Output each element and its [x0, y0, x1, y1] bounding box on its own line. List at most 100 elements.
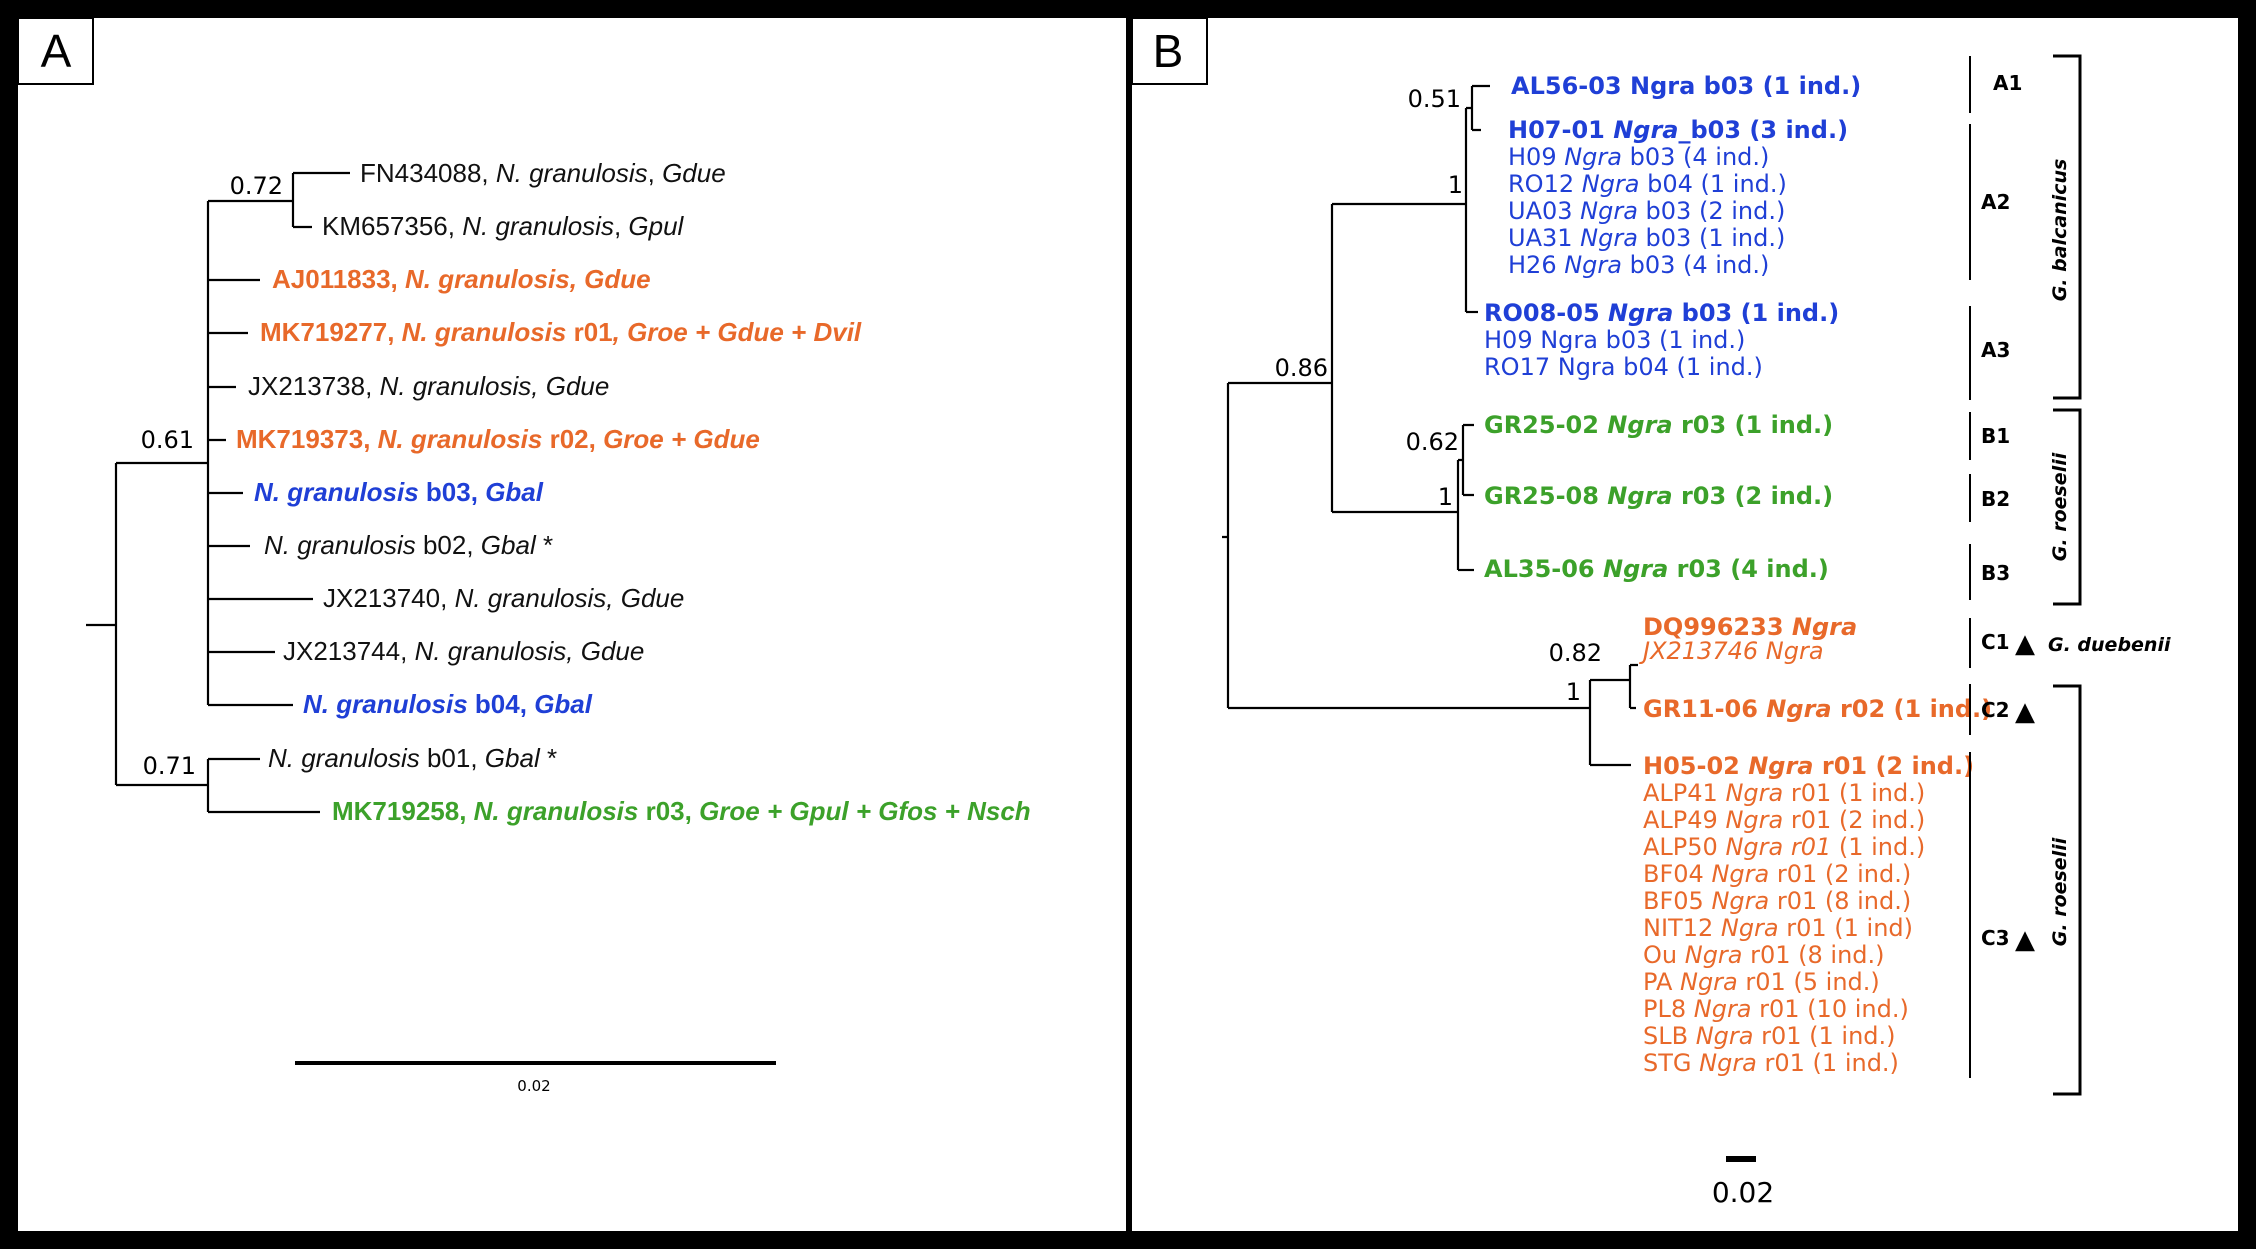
leaf-text-part: N. granulosis: [254, 477, 419, 507]
leaf-text-part: AJ011833,: [272, 264, 405, 294]
leaf-text-part: H07-01: [1508, 116, 1613, 144]
leaf-text-part: N. granulosis: [462, 211, 614, 241]
leaf-text-part: N. granulosis: [264, 530, 416, 560]
panel-b-leaf-20: ALP50 Ngra r01 (1 ind.): [1643, 833, 1925, 861]
panel-a-leaf-4: MK719277, N. granulosis r01, Groe + Gdue…: [260, 317, 862, 347]
leaf-text-part: Ngra: [1607, 482, 1672, 510]
panel-b-leaf-25: PA Ngra r01 (5 ind.): [1643, 968, 1880, 996]
leaf-text-part: b04,: [468, 689, 534, 719]
panel-b-support-1: 0.51: [1408, 85, 1461, 113]
leaf-text-part: H09 Ngra b03 (1 ind.): [1484, 326, 1745, 354]
panel-b-branches: [1222, 84, 1756, 1162]
panel-b-node-051: [1466, 84, 1490, 132]
leaf-text-part: Ngra: [1748, 752, 1813, 780]
leaf-text-part: Gbal: [485, 743, 541, 773]
leaf-text-part: b02,: [416, 530, 481, 560]
leaf-text-part: UA03: [1508, 197, 1580, 225]
panel-a-leaf-1: FN434088, N. granulosis, Gdue: [360, 158, 726, 188]
panel-a-letter: A: [41, 25, 72, 77]
triangle-marker-c2: ▲: [2015, 697, 2035, 727]
panel-b-leaf-24: Ou Ngra r01 (8 ind.): [1643, 941, 1885, 969]
leaf-text-part: r01: [566, 317, 612, 347]
leaf-text-part: Ngra: [1564, 251, 1622, 279]
panel-b-leaf-17: H05-02 Ngra r01 (2 ind.): [1643, 752, 1974, 780]
leaf-text-part: GR25-02: [1484, 411, 1607, 439]
leaf-text-part: r01 (1 ind.): [1757, 1049, 1899, 1077]
leaf-text-part: JX213740,: [323, 583, 455, 613]
panel-b-leaf-4: RO12 Ngra b04 (1 ind.): [1508, 170, 1787, 198]
panel-b-support-6: 0.82: [1549, 639, 1602, 667]
leaf-text-part: UA31: [1508, 224, 1580, 252]
panel-b-leaf-5: UA03 Ngra b03 (2 ind.): [1508, 197, 1785, 225]
leaf-text-part: Ngra: [1711, 860, 1769, 888]
leaf-text-part: Ngra r01: [1725, 833, 1831, 861]
panel-b-leaf-23: NIT12 Ngra r01 (1 ind): [1643, 914, 1913, 942]
panel-b-leaf-28: STG Ngra r01 (1 ind.): [1643, 1049, 1899, 1077]
leaf-text-part: b01,: [420, 743, 485, 773]
triangle-marker-c3: ▲: [2015, 925, 2035, 955]
leaf-text-part: Gbal: [481, 530, 537, 560]
leaf-text-part: RO08-05: [1484, 299, 1608, 327]
panel-b-letter: B: [1153, 25, 1184, 77]
panel-b-support-4: 0.62: [1406, 428, 1459, 456]
leaf-text-part: b04 (1 ind.): [1640, 170, 1787, 198]
leaf-text-part: N. granulosis: [303, 689, 468, 719]
group-label-g-roeselii-c: G. roeselii: [2049, 837, 2071, 946]
leaf-text-part: KM657356,: [322, 211, 462, 241]
leaf-text-part: SLB: [1643, 1022, 1696, 1050]
panel-a-leaf-5: JX213738, N. granulosis, Gdue: [248, 371, 609, 401]
leaf-text-part: Ngra: [1603, 555, 1668, 583]
leaf-text-part: N. granulosis: [402, 317, 567, 347]
panel-a-leaf-3: AJ011833, N. granulosis, Gdue: [272, 264, 651, 294]
panel-b-support-5: 1: [1438, 483, 1453, 511]
panel-a-leaf-2: KM657356, N. granulosis, Gpul: [322, 211, 685, 241]
leaf-text-part: Gbal: [534, 689, 593, 719]
leaf-text-part: DQ996233: [1643, 613, 1792, 641]
leaf-text-part: r01 (2 ind.): [1769, 860, 1911, 888]
panel-b-leaf-10: RO17 Ngra b04 (1 ind.): [1484, 353, 1763, 381]
panel-a-leaf-9: JX213740, N. granulosis, Gdue: [323, 583, 684, 613]
panel-a-support-3: 0.71: [143, 752, 196, 780]
clade-label-b2: B2: [1981, 487, 2010, 511]
panel-b-leaf-labels: AL56-03 Ngra b03 (1 ind.)H07-01 Ngra_b03…: [1484, 72, 1992, 1077]
leaf-text-part: r02,: [542, 424, 603, 454]
leaf-text-part: r03 (1 ind.): [1673, 411, 1834, 439]
leaf-text-part: BF04: [1643, 860, 1711, 888]
bracket-g-roeselii-c: [2053, 684, 2082, 1096]
panel-b-leaf-19: ALP49 Ngra r01 (2 ind.): [1643, 806, 1925, 834]
clade-label-c1: C1: [1981, 630, 2010, 654]
panel-a-leaf-6: MK719373, N. granulosis r02, Groe + Gdue: [236, 424, 760, 454]
leaf-text-part: b03 (1 ind.): [1673, 299, 1839, 327]
triangle-marker-c1: ▲: [2015, 629, 2035, 659]
leaf-text-part: STG: [1643, 1049, 1699, 1077]
panel-b-leaf-3: H09 Ngra b03 (4 ind.): [1508, 143, 1769, 171]
leaf-text-part: JX213746 Ngra: [1639, 637, 1824, 665]
leaf-text-part: Ou: [1643, 941, 1685, 969]
leaf-text-part: Ngra: [1580, 224, 1638, 252]
leaf-text-part: N. granulosis: [378, 424, 543, 454]
group-label-g-duebenii: G. duebenii: [2048, 634, 2171, 656]
leaf-text-part: _b03 (3 ind.): [1679, 116, 1849, 144]
leaf-text-part: N. granulosis: [474, 796, 639, 826]
leaf-text-part: Gbal: [485, 477, 544, 507]
leaf-text-part: b03 (4 ind.): [1622, 251, 1769, 279]
group-label-g-roeselii-b: G. roeselii: [2049, 452, 2071, 561]
leaf-text-part: Groe + Gdue: [603, 424, 760, 454]
leaf-text-part: Gdue: [662, 158, 726, 188]
leaf-text-part: r01 (5 ind.): [1738, 968, 1880, 996]
leaf-text-part: *: [536, 530, 553, 560]
clade-label-c2: C2: [1981, 698, 2010, 722]
panel-b-leaf-15: JX213746 Ngra: [1639, 637, 1824, 665]
leaf-text-part: N. granulosis, Gdue: [455, 583, 685, 613]
leaf-text-part: r01 (8 ind.): [1743, 941, 1885, 969]
panel-b-support-7: 1: [1566, 678, 1581, 706]
panel-b-leaf-9: H09 Ngra b03 (1 ind.): [1484, 326, 1745, 354]
leaf-text-part: b03 (1 ind.): [1638, 224, 1785, 252]
panel-b-support-2: 1: [1448, 171, 1463, 199]
leaf-text-part: RO17 Ngra b04 (1 ind.): [1484, 353, 1763, 381]
panel-b-node-c: [1228, 680, 1592, 765]
leaf-text-part: r02 (1 ind.): [1832, 695, 1993, 723]
leaf-text-part: JX213744,: [283, 636, 415, 666]
clade-label-c3: C3: [1981, 926, 2010, 950]
